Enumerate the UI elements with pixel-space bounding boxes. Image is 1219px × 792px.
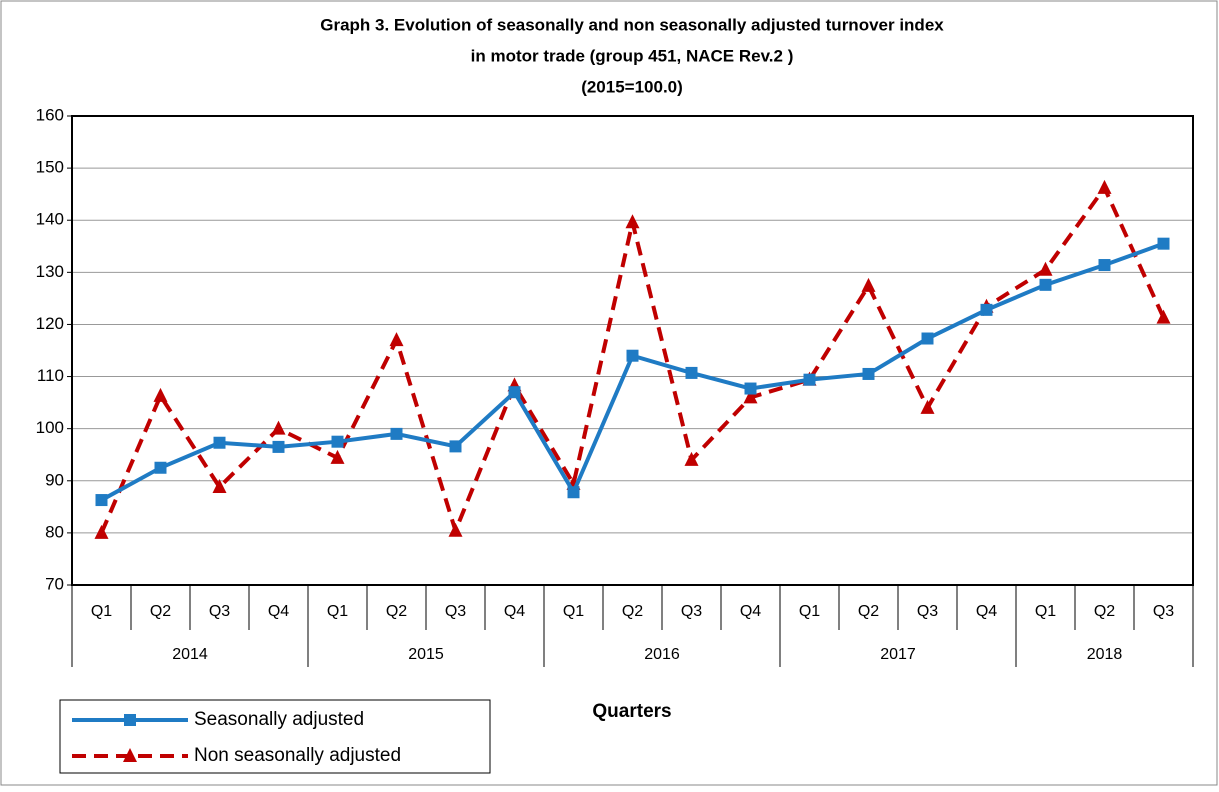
data-point	[1038, 261, 1053, 276]
x-tick-label: Q2	[858, 603, 879, 620]
x-tick-label: Q3	[209, 603, 230, 620]
data-point	[1156, 309, 1171, 324]
data-point	[448, 522, 463, 537]
data-point	[153, 387, 168, 402]
y-tick-label: 140	[36, 210, 64, 229]
x-group-label: 2016	[644, 646, 680, 663]
data-point	[449, 440, 462, 453]
y-tick-label: 160	[36, 105, 64, 124]
data-point	[330, 449, 345, 464]
legend-label: Seasonally adjusted	[194, 709, 364, 730]
x-group-label: 2018	[1087, 646, 1123, 663]
x-tick-label: Q3	[681, 603, 702, 620]
x-tick-label: Q2	[1094, 603, 1115, 620]
y-tick-label: 80	[45, 522, 64, 541]
y-tick-label: 100	[36, 418, 64, 437]
data-point	[1157, 237, 1170, 250]
x-tick-label: Q4	[268, 603, 289, 620]
data-point	[684, 451, 699, 466]
data-point	[743, 389, 758, 404]
data-point	[94, 524, 109, 539]
y-tick-label: 130	[36, 262, 64, 281]
x-tick-label: Q3	[917, 603, 938, 620]
data-point	[861, 277, 876, 292]
legend-marker	[123, 748, 137, 762]
chart-title: (2015=100.0)	[581, 77, 683, 96]
x-tick-label: Q1	[1035, 603, 1056, 620]
x-tick-label: Q4	[740, 603, 761, 620]
data-point	[272, 440, 285, 453]
data-point	[212, 479, 227, 494]
data-point	[625, 214, 640, 229]
x-group-label: 2015	[408, 646, 444, 663]
data-point	[1097, 179, 1112, 194]
data-point	[1039, 278, 1052, 291]
legend-marker	[124, 714, 136, 726]
data-point	[271, 420, 286, 435]
data-point	[920, 399, 935, 414]
x-tick-label: Q1	[327, 603, 348, 620]
y-tick-label: 70	[45, 574, 64, 593]
x-tick-label: Q1	[563, 603, 584, 620]
data-point	[685, 366, 698, 379]
x-group-label: 2017	[880, 646, 916, 663]
x-tick-label: Q4	[976, 603, 997, 620]
x-tick-label: Q2	[386, 603, 407, 620]
y-tick-label: 120	[36, 314, 64, 333]
data-point	[744, 382, 757, 395]
x-axis-title: Quarters	[592, 701, 671, 722]
x-tick-label: Q1	[799, 603, 820, 620]
x-tick-label: Q3	[445, 603, 466, 620]
y-tick-label: 110	[37, 366, 64, 385]
data-point	[980, 303, 993, 316]
x-tick-label: Q4	[504, 603, 525, 620]
y-tick-label: 150	[36, 158, 64, 177]
x-tick-label: Q1	[91, 603, 112, 620]
data-point	[508, 386, 521, 399]
data-point	[803, 373, 816, 386]
x-tick-label: Q2	[150, 603, 171, 620]
data-point	[862, 367, 875, 380]
data-point	[1098, 259, 1111, 272]
data-point	[389, 332, 404, 347]
x-tick-label: Q2	[622, 603, 643, 620]
x-tick-label: Q3	[1153, 603, 1174, 620]
data-point	[95, 494, 108, 507]
data-point	[921, 332, 934, 345]
y-tick-label: 90	[45, 470, 64, 489]
data-point	[626, 349, 639, 362]
data-point	[567, 486, 580, 499]
data-point	[331, 435, 344, 448]
chart-title: in motor trade (group 451, NACE Rev.2 )	[471, 46, 794, 65]
x-group-label: 2014	[172, 646, 208, 663]
data-point	[213, 436, 226, 449]
data-point	[390, 427, 403, 440]
chart-title: Graph 3. Evolution of seasonally and non…	[320, 15, 944, 34]
plot-area	[71, 115, 1194, 586]
data-point	[154, 461, 167, 474]
legend-label: Non seasonally adjusted	[194, 745, 401, 766]
